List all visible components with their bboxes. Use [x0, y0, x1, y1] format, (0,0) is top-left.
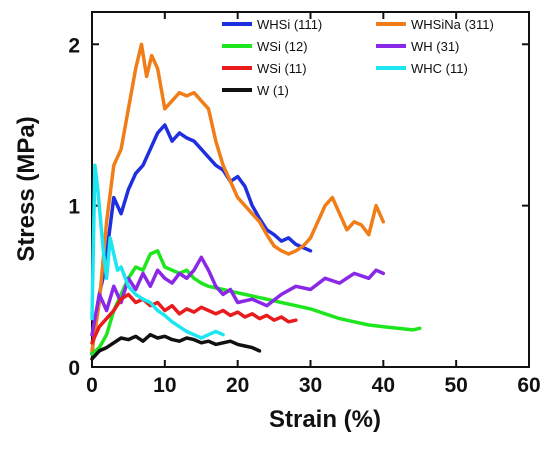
legend-label: WH (31) [411, 39, 459, 54]
x-tick-label: 0 [86, 374, 98, 397]
y-tick-label: 2 [68, 34, 80, 57]
legend-label: WHSi (111) [257, 17, 322, 32]
series-lines [90, 42, 422, 361]
series-line-w-1 [90, 332, 262, 361]
x-tick-label: 50 [444, 374, 467, 397]
series-line-whc-11 [90, 163, 225, 340]
x-axis-label: Strain (%) [269, 406, 381, 433]
series-line-wsi-11 [90, 292, 298, 345]
y-tick-label: 1 [68, 196, 80, 219]
legend-label: WSi (11) [257, 61, 307, 76]
series-line-whsina-311 [90, 42, 386, 353]
axis-ticks: 0 10 20 30 40 50 60 0 1 2 [68, 12, 541, 397]
x-tick-label: 20 [226, 374, 249, 397]
x-tick-label: 40 [372, 374, 395, 397]
x-tick-label: 30 [299, 374, 322, 397]
legend-label: WSi (12) [257, 39, 308, 54]
x-tick-label: 60 [517, 374, 540, 397]
series-line-whsi-111 [90, 123, 313, 356]
legend: WHSi (111) WHSiNa (311) WSi (12) WH (31) WSi… [222, 17, 494, 98]
y-axis-label: Stress (MPa) [13, 116, 40, 261]
legend-label: W (1) [257, 83, 289, 98]
legend-label: WHC (11) [411, 61, 468, 76]
y-tick-label: 0 [68, 357, 80, 380]
series-line-wsi-12 [90, 249, 422, 356]
series-line-wh-31 [90, 255, 386, 337]
legend-label: WHSiNa (311) [411, 17, 494, 32]
x-tick-label: 10 [153, 374, 176, 397]
